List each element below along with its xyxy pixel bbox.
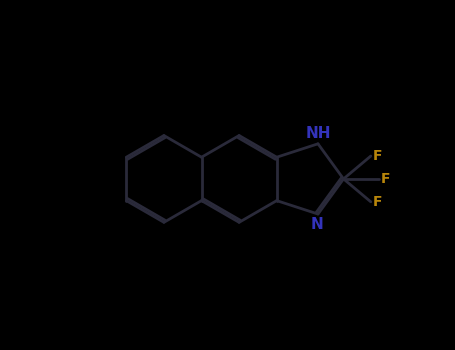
Text: F: F xyxy=(373,195,382,209)
Text: NH: NH xyxy=(305,126,331,141)
Text: N: N xyxy=(311,217,324,232)
Text: F: F xyxy=(381,172,390,186)
Text: F: F xyxy=(373,149,382,163)
